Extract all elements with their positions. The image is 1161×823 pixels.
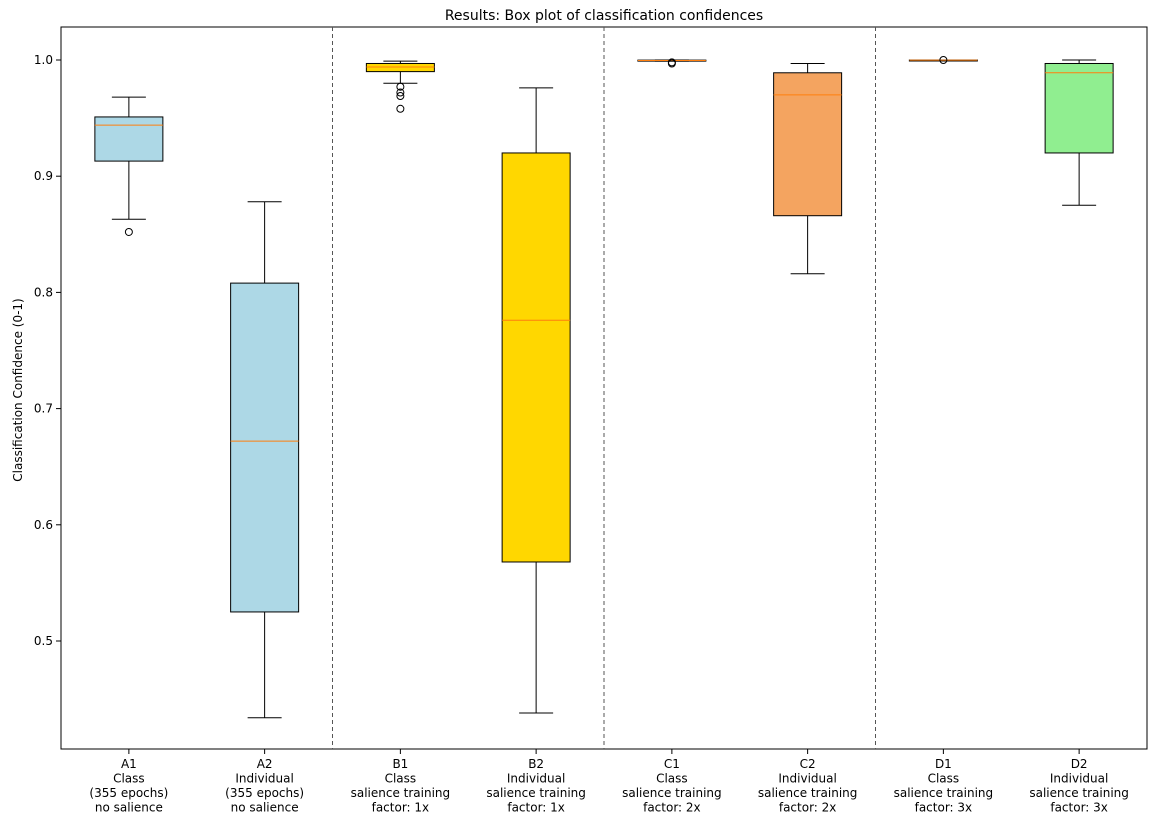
y-tick-label: 0.6 xyxy=(34,518,53,532)
box-rect xyxy=(501,152,571,563)
x-tick-label-line: salience training xyxy=(758,786,858,800)
x-tick-label-line: Class xyxy=(385,772,417,786)
outlier-point xyxy=(396,88,405,97)
x-tick-label-line: salience training xyxy=(894,786,994,800)
x-tick-label-line: Individual xyxy=(235,772,293,786)
x-tick-label-line: factor: 1x xyxy=(507,801,565,815)
outlier-point xyxy=(396,82,405,91)
box-rect xyxy=(365,62,435,73)
group-separators xyxy=(332,27,876,749)
x-tick-label-line: salience training xyxy=(622,786,722,800)
y-tick-label: 0.8 xyxy=(34,285,53,299)
outlier-point xyxy=(939,56,948,64)
x-tick-label-line: salience training xyxy=(1029,786,1129,800)
x-tick-label-line: A1 xyxy=(121,757,137,771)
x-tick-label: B2 Individual salience training factor: 1x xyxy=(486,757,586,815)
x-tick-label: D2 Individual salience training factor: 3x xyxy=(1029,757,1129,815)
box-c1 xyxy=(637,58,707,68)
x-tick-label: C1 Class salience training factor: 2x xyxy=(622,757,722,815)
outlier-point xyxy=(124,227,133,236)
box-a1 xyxy=(94,96,164,236)
outlier-point xyxy=(396,104,405,113)
x-tick-label-line: C2 xyxy=(800,757,816,771)
x-tick-label-line: (355 epochs) xyxy=(89,786,168,800)
y-axis-label: Classification Confidence (0-1) xyxy=(11,298,25,481)
y-tick-label: 0.7 xyxy=(34,402,53,416)
box-series xyxy=(94,56,1114,719)
x-tick-label-line: Individual xyxy=(507,772,565,786)
x-tick-label-line: Individual xyxy=(1050,772,1108,786)
box-rect xyxy=(773,72,843,217)
x-tick-label-line: Class xyxy=(113,772,145,786)
box-b2 xyxy=(501,87,571,714)
box-d1 xyxy=(908,56,978,64)
x-tick-label-line: no salience xyxy=(231,801,299,815)
x-tick-label-line: D2 xyxy=(1071,757,1088,771)
x-tick-label-line: factor: 3x xyxy=(915,801,973,815)
outlier-point xyxy=(667,59,676,68)
x-tick-label: A1 Class (355 epochs) no salience xyxy=(89,757,168,815)
x-tick-label-line: no salience xyxy=(95,801,163,815)
x-tick-label-line: Individual xyxy=(778,772,836,786)
x-tick-label-line: A2 xyxy=(257,757,273,771)
x-tick-label: C2 Individual salience training factor: 2x xyxy=(758,757,858,815)
x-tick-label-line: salience training xyxy=(351,786,451,800)
y-tick-label: 0.5 xyxy=(34,634,53,648)
y-tick-label: 0.9 xyxy=(34,169,53,183)
x-tick-label-line: factor: 2x xyxy=(643,801,701,815)
box-rect xyxy=(1044,62,1114,154)
y-axis: 0.5 0.6 0.7 0.8 0.9 1.0 xyxy=(34,53,61,648)
x-tick-label-line: factor: 2x xyxy=(779,801,837,815)
box-a2 xyxy=(230,201,300,719)
x-tick-label: A2 Individual (355 epochs) no salience xyxy=(225,757,304,815)
x-tick-label-line: factor: 1x xyxy=(372,801,430,815)
x-tick-label-line: (355 epochs) xyxy=(225,786,304,800)
x-tick-label-line: Class xyxy=(656,772,688,786)
x-tick-label-line: B2 xyxy=(528,757,544,771)
box-rect xyxy=(230,282,300,613)
y-tick-label: 1.0 xyxy=(34,53,53,67)
x-tick-label-line: D1 xyxy=(935,757,952,771)
box-d2 xyxy=(1044,59,1114,206)
box-rect xyxy=(94,116,164,162)
x-tick-label: B1 Class salience training factor: 1x xyxy=(351,757,451,815)
outlier-point xyxy=(396,92,405,101)
x-tick-label-line: C1 xyxy=(664,757,680,771)
x-tick-label: D1 Class salience training factor: 3x xyxy=(894,757,994,815)
x-tick-label-line: Class xyxy=(928,772,960,786)
box-c2 xyxy=(773,62,843,275)
x-tick-label-line: salience training xyxy=(486,786,586,800)
chart-title: Results: Box plot of classification conf… xyxy=(445,8,763,24)
box-b1 xyxy=(365,60,435,113)
x-tick-label-line: factor: 3x xyxy=(1050,801,1108,815)
x-tick-label-line: B1 xyxy=(392,757,408,771)
